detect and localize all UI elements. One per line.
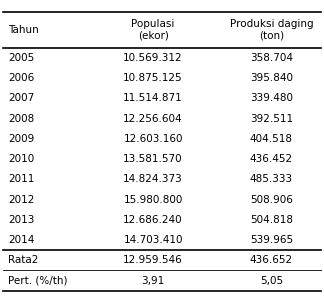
Text: 504.818: 504.818 [250,215,293,225]
Text: 2010: 2010 [8,154,34,164]
Text: 13.581.570: 13.581.570 [123,154,183,164]
Text: Rata2: Rata2 [8,255,39,265]
Text: 339.480: 339.480 [250,93,293,103]
Text: 395.840: 395.840 [250,73,293,83]
Text: 10.875.125: 10.875.125 [123,73,183,83]
Text: 14.824.373: 14.824.373 [123,174,183,184]
Text: 3,91: 3,91 [142,276,165,286]
Text: 436.452: 436.452 [250,154,293,164]
Text: 2011: 2011 [8,174,34,184]
Text: 358.704: 358.704 [250,53,293,63]
Text: 2014: 2014 [8,235,34,245]
Text: 508.906: 508.906 [250,195,293,204]
Text: 2008: 2008 [8,114,34,123]
Text: 392.511: 392.511 [250,114,293,123]
Text: 12.603.160: 12.603.160 [123,134,183,144]
Text: 2012: 2012 [8,195,34,204]
Text: 2013: 2013 [8,215,34,225]
Text: 2006: 2006 [8,73,34,83]
Text: 404.518: 404.518 [250,134,293,144]
Text: 14.703.410: 14.703.410 [123,235,183,245]
Text: Produksi daging
(ton): Produksi daging (ton) [229,19,313,41]
Text: 2005: 2005 [8,53,34,63]
Text: 11.514.871: 11.514.871 [123,93,183,103]
Text: Pert. (%/th): Pert. (%/th) [8,276,68,286]
Text: 5,05: 5,05 [260,276,283,286]
Text: 436.652: 436.652 [250,255,293,265]
Text: 12.959.546: 12.959.546 [123,255,183,265]
Text: Populasi
(ekor): Populasi (ekor) [132,19,175,41]
Text: 2007: 2007 [8,93,34,103]
Text: 12.686.240: 12.686.240 [123,215,183,225]
Text: 12.256.604: 12.256.604 [123,114,183,123]
Text: 10.569.312: 10.569.312 [123,53,183,63]
Text: Tahun: Tahun [8,25,39,35]
Text: 2009: 2009 [8,134,34,144]
Text: 539.965: 539.965 [250,235,293,245]
Text: 15.980.800: 15.980.800 [123,195,183,204]
Text: 485.333: 485.333 [250,174,293,184]
